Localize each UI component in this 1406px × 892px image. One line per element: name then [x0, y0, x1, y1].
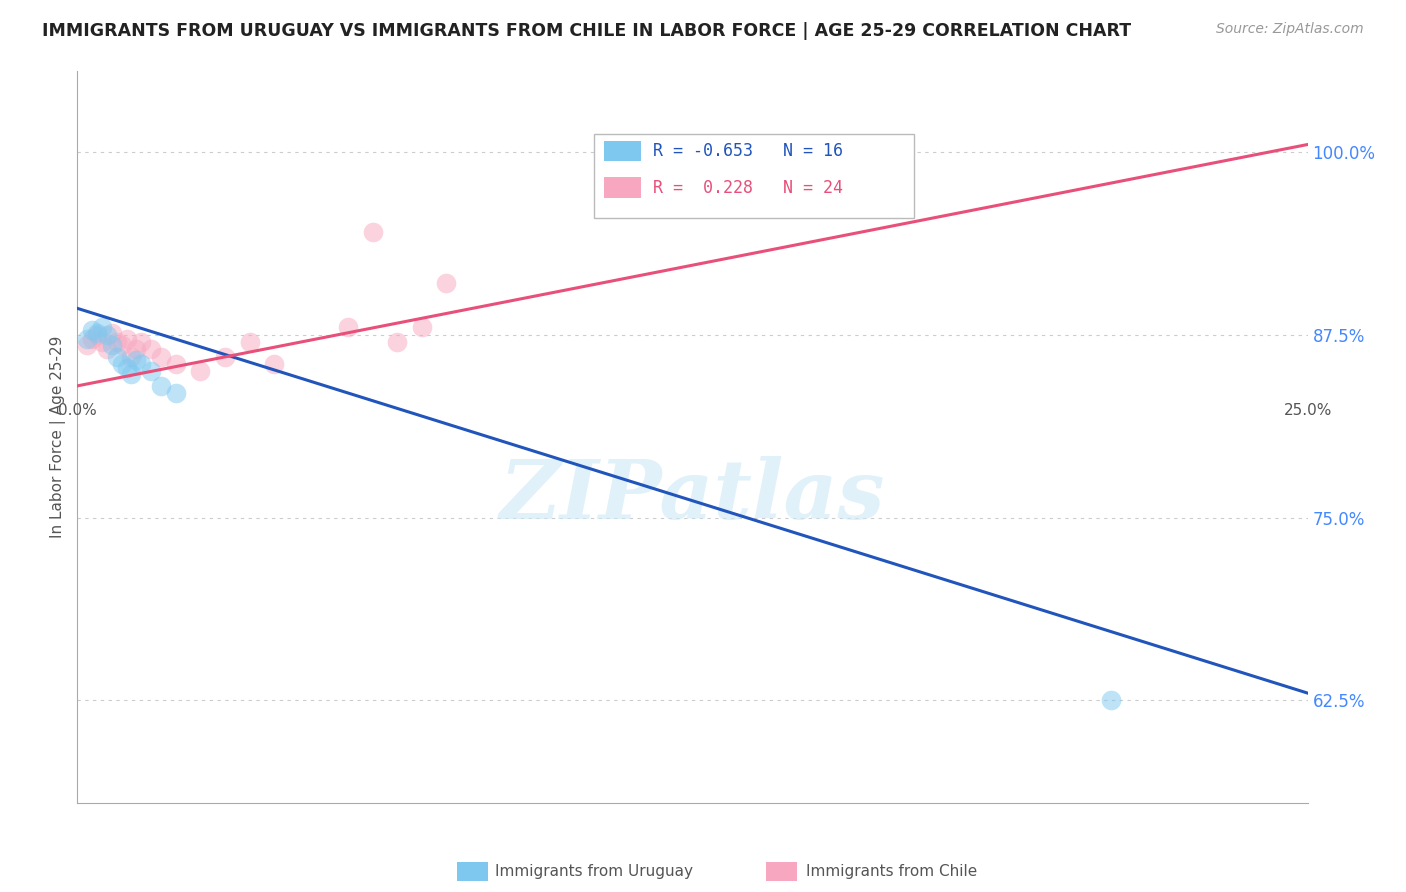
Point: [115, 361, 138, 376]
Text: ZIPatlas: ZIPatlas: [499, 456, 886, 535]
Point: [111, 357, 132, 371]
Point: [86, 327, 108, 342]
Point: [361, 225, 384, 239]
Point: [105, 334, 128, 349]
Point: [101, 338, 124, 352]
FancyBboxPatch shape: [595, 134, 914, 218]
Point: [337, 320, 360, 334]
Y-axis label: In Labor Force | Age 25-29: In Labor Force | Age 25-29: [51, 336, 66, 538]
Point: [121, 350, 143, 364]
Point: [96, 343, 118, 357]
Point: [105, 350, 128, 364]
Point: [96, 327, 118, 342]
Point: [239, 334, 262, 349]
Point: [385, 334, 409, 349]
Point: [141, 364, 163, 378]
Point: [76, 338, 98, 352]
Point: [150, 379, 173, 393]
Point: [86, 326, 108, 341]
Text: 0.0%: 0.0%: [58, 402, 97, 417]
Bar: [605, 141, 641, 161]
Text: 25.0%: 25.0%: [1284, 402, 1331, 417]
Text: Immigrants from Uruguay: Immigrants from Uruguay: [495, 864, 693, 879]
Point: [411, 320, 433, 334]
Point: [150, 350, 173, 364]
Point: [82, 332, 104, 346]
Point: [129, 334, 153, 349]
Text: R =  0.228   N = 24: R = 0.228 N = 24: [654, 178, 844, 196]
Point: [90, 334, 114, 349]
Point: [125, 352, 148, 367]
Point: [121, 367, 143, 381]
Point: [214, 350, 236, 364]
Point: [188, 364, 212, 378]
Point: [82, 323, 104, 337]
Point: [90, 320, 114, 334]
Point: [141, 343, 163, 357]
Point: [1099, 693, 1122, 707]
Point: [101, 326, 124, 341]
Point: [436, 277, 458, 291]
Text: Immigrants from Chile: Immigrants from Chile: [806, 864, 977, 879]
Point: [129, 357, 153, 371]
Point: [115, 332, 138, 346]
Point: [125, 343, 148, 357]
Text: R = -0.653   N = 16: R = -0.653 N = 16: [654, 142, 844, 160]
Bar: [605, 178, 641, 198]
Text: Source: ZipAtlas.com: Source: ZipAtlas.com: [1216, 22, 1364, 37]
Text: IMMIGRANTS FROM URUGUAY VS IMMIGRANTS FROM CHILE IN LABOR FORCE | AGE 25-29 CORR: IMMIGRANTS FROM URUGUAY VS IMMIGRANTS FR…: [42, 22, 1132, 40]
Point: [111, 338, 132, 352]
Point: [165, 386, 187, 401]
Point: [165, 357, 187, 371]
Point: [263, 357, 285, 371]
Point: [76, 332, 98, 346]
